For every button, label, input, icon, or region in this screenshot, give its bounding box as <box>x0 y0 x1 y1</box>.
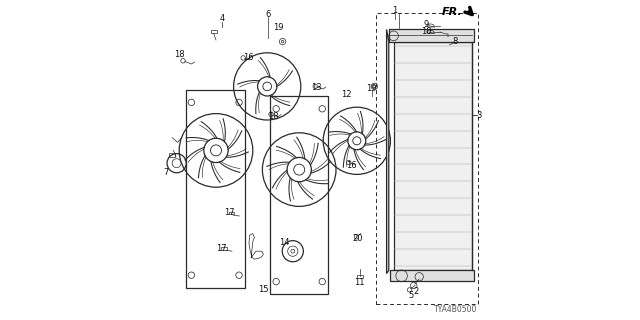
Text: 1: 1 <box>392 6 398 15</box>
Text: 7: 7 <box>164 168 169 177</box>
Bar <box>388 29 474 42</box>
Text: FR.: FR. <box>442 6 462 17</box>
Bar <box>169 153 175 157</box>
Text: 10: 10 <box>421 27 431 36</box>
Text: 16: 16 <box>346 161 356 170</box>
Text: 18: 18 <box>174 50 184 59</box>
Bar <box>221 247 227 250</box>
Bar <box>270 96 328 294</box>
Text: 15: 15 <box>258 285 268 294</box>
Text: 16: 16 <box>243 53 253 62</box>
Text: 20: 20 <box>353 234 364 243</box>
Text: 9: 9 <box>424 20 429 28</box>
Text: 19: 19 <box>367 84 377 92</box>
Bar <box>357 275 363 278</box>
Text: 17: 17 <box>224 208 235 217</box>
Text: 5: 5 <box>408 291 413 300</box>
Text: 2: 2 <box>413 287 419 296</box>
Text: 14: 14 <box>280 238 290 247</box>
Bar <box>229 212 234 214</box>
Bar <box>394 42 472 270</box>
Bar <box>390 270 474 281</box>
Text: 6: 6 <box>265 10 271 19</box>
Text: 18: 18 <box>268 112 279 121</box>
Text: 8: 8 <box>452 37 458 46</box>
Text: 12: 12 <box>341 90 351 99</box>
Text: 19: 19 <box>273 23 284 32</box>
Bar <box>211 30 217 33</box>
Polygon shape <box>387 29 388 274</box>
Text: 11: 11 <box>355 278 365 287</box>
Bar <box>376 13 479 304</box>
Text: TYA4B0500: TYA4B0500 <box>434 305 477 314</box>
Text: 3: 3 <box>476 111 481 120</box>
Text: 4: 4 <box>220 14 225 23</box>
Text: 13: 13 <box>312 83 322 92</box>
Text: 17: 17 <box>216 244 227 253</box>
Bar <box>186 90 245 288</box>
